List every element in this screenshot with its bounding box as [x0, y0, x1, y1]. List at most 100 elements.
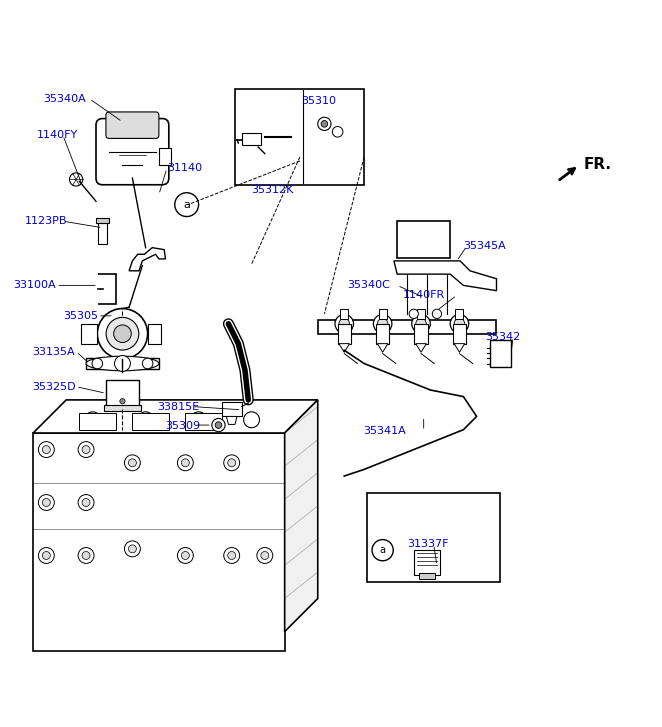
Circle shape: [409, 309, 418, 318]
FancyBboxPatch shape: [318, 321, 496, 334]
FancyBboxPatch shape: [185, 413, 222, 430]
Circle shape: [38, 494, 54, 510]
Text: 35312K: 35312K: [252, 185, 294, 195]
FancyBboxPatch shape: [417, 309, 425, 319]
Text: 1140FY: 1140FY: [36, 130, 77, 140]
Circle shape: [416, 318, 426, 329]
FancyBboxPatch shape: [79, 413, 116, 430]
Circle shape: [78, 441, 94, 457]
Polygon shape: [339, 344, 350, 353]
Circle shape: [128, 545, 136, 553]
Circle shape: [339, 318, 350, 329]
Text: 35345A: 35345A: [463, 241, 506, 252]
Circle shape: [373, 315, 392, 333]
FancyBboxPatch shape: [132, 413, 169, 430]
FancyBboxPatch shape: [490, 340, 511, 367]
Circle shape: [78, 547, 94, 563]
Circle shape: [244, 411, 260, 427]
Circle shape: [412, 315, 430, 333]
FancyBboxPatch shape: [96, 218, 109, 223]
FancyBboxPatch shape: [414, 324, 428, 344]
FancyBboxPatch shape: [379, 309, 387, 319]
Circle shape: [142, 358, 153, 369]
FancyBboxPatch shape: [148, 324, 161, 344]
Circle shape: [85, 411, 101, 427]
Text: 31337F: 31337F: [407, 539, 449, 549]
Circle shape: [42, 446, 50, 454]
FancyBboxPatch shape: [367, 493, 500, 582]
Text: FR.: FR.: [584, 158, 612, 172]
Text: a: a: [183, 200, 190, 209]
FancyBboxPatch shape: [338, 324, 351, 344]
Polygon shape: [377, 344, 388, 353]
Text: 33815E: 33815E: [158, 401, 200, 411]
Circle shape: [181, 459, 189, 467]
Circle shape: [432, 309, 442, 318]
FancyBboxPatch shape: [81, 324, 97, 344]
Circle shape: [212, 419, 225, 432]
Circle shape: [228, 459, 236, 467]
Circle shape: [224, 547, 240, 563]
Circle shape: [191, 411, 207, 427]
FancyBboxPatch shape: [222, 402, 242, 417]
Circle shape: [335, 315, 354, 333]
FancyBboxPatch shape: [106, 112, 159, 138]
Circle shape: [181, 552, 189, 560]
Circle shape: [106, 318, 139, 350]
Text: 35325D: 35325D: [32, 382, 75, 392]
Circle shape: [42, 499, 50, 507]
Text: 1140FR: 1140FR: [402, 290, 445, 300]
Circle shape: [332, 126, 343, 137]
Ellipse shape: [86, 356, 159, 371]
FancyBboxPatch shape: [106, 380, 139, 408]
Circle shape: [97, 308, 148, 359]
Text: 35340C: 35340C: [348, 281, 391, 290]
Text: a: a: [379, 545, 386, 555]
Circle shape: [115, 356, 130, 371]
FancyBboxPatch shape: [104, 404, 141, 411]
FancyBboxPatch shape: [453, 324, 466, 344]
FancyBboxPatch shape: [455, 309, 463, 319]
Polygon shape: [33, 400, 318, 433]
Text: 35341A: 35341A: [363, 426, 406, 436]
Circle shape: [454, 318, 465, 329]
Text: 35310: 35310: [301, 96, 336, 105]
Text: 1123PB: 1123PB: [25, 216, 68, 226]
FancyBboxPatch shape: [159, 148, 171, 165]
Circle shape: [321, 121, 328, 127]
Circle shape: [82, 552, 90, 560]
Text: 33135A: 33135A: [32, 347, 74, 356]
Circle shape: [450, 315, 469, 333]
Circle shape: [38, 547, 54, 563]
Polygon shape: [285, 400, 318, 632]
FancyBboxPatch shape: [397, 221, 450, 257]
Circle shape: [372, 539, 393, 561]
Circle shape: [120, 398, 125, 404]
Circle shape: [70, 173, 83, 186]
Text: 35305: 35305: [63, 311, 98, 321]
Circle shape: [82, 499, 90, 507]
FancyBboxPatch shape: [98, 223, 107, 244]
Polygon shape: [416, 344, 426, 353]
Circle shape: [261, 552, 269, 560]
Polygon shape: [129, 248, 166, 271]
FancyBboxPatch shape: [33, 433, 285, 651]
Circle shape: [124, 455, 140, 471]
Text: 31140: 31140: [167, 163, 202, 173]
Circle shape: [128, 459, 136, 467]
Circle shape: [224, 455, 240, 471]
Circle shape: [257, 547, 273, 563]
FancyBboxPatch shape: [96, 119, 169, 185]
Circle shape: [78, 494, 94, 510]
Circle shape: [138, 411, 154, 427]
Circle shape: [177, 455, 193, 471]
FancyBboxPatch shape: [242, 133, 261, 145]
Circle shape: [228, 552, 236, 560]
Text: 35342: 35342: [485, 332, 520, 342]
Polygon shape: [394, 261, 496, 291]
Circle shape: [318, 117, 331, 130]
Circle shape: [38, 441, 54, 457]
Text: 35309: 35309: [166, 422, 201, 431]
Polygon shape: [86, 358, 159, 369]
Polygon shape: [226, 417, 237, 425]
